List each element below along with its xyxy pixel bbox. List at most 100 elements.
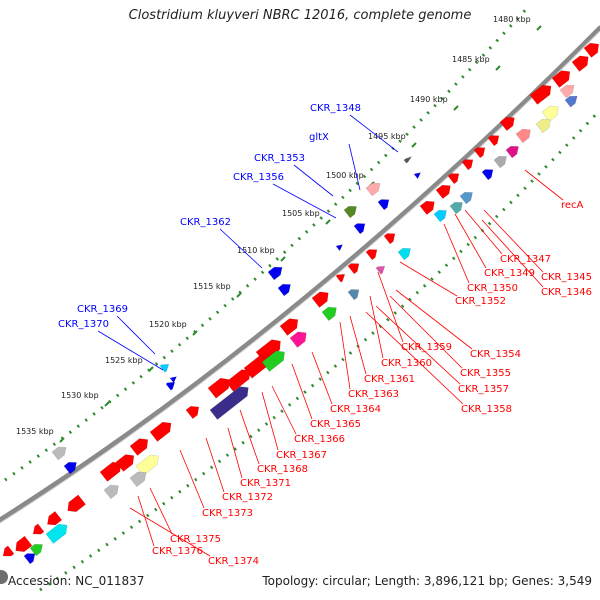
gene-feature[interactable] bbox=[311, 288, 332, 308]
scroll-handle[interactable] bbox=[0, 570, 8, 584]
gene-label-ckr_1352[interactable]: CKR_1352 bbox=[455, 296, 506, 307]
gene-feature[interactable] bbox=[433, 207, 450, 223]
gene-feature[interactable] bbox=[449, 199, 466, 215]
gene-feature[interactable] bbox=[559, 81, 577, 99]
gene-label-ckr_1371[interactable]: CKR_1371 bbox=[240, 478, 291, 489]
gene-feature[interactable] bbox=[515, 125, 534, 144]
gene-feature[interactable] bbox=[169, 374, 178, 384]
gene-feature[interactable] bbox=[481, 166, 496, 181]
gene-feature[interactable] bbox=[115, 451, 138, 472]
gene-feature[interactable] bbox=[493, 153, 510, 169]
gene-feature[interactable] bbox=[564, 93, 580, 108]
gene-label-ckr_1362[interactable]: CKR_1362 bbox=[180, 217, 231, 228]
gene-feature[interactable] bbox=[12, 535, 33, 555]
gene-label-ckr_1375[interactable]: CKR_1375 bbox=[170, 534, 221, 545]
gene-feature[interactable] bbox=[30, 523, 45, 538]
gene-feature[interactable] bbox=[459, 189, 476, 205]
gene-feature[interactable] bbox=[377, 196, 392, 211]
gene-feature[interactable] bbox=[209, 383, 252, 420]
gene-feature[interactable] bbox=[435, 181, 454, 200]
gene-label-ckr_1359[interactable]: CKR_1359 bbox=[401, 342, 452, 353]
gene-feature[interactable] bbox=[583, 39, 600, 58]
gene-feature[interactable] bbox=[413, 170, 422, 180]
leader-line bbox=[524, 169, 564, 201]
gene-label-ckr_1360[interactable]: CKR_1360 bbox=[381, 358, 432, 369]
gene-label-ckr_1376[interactable]: CKR_1376 bbox=[152, 546, 203, 557]
gene-feature[interactable] bbox=[397, 245, 414, 261]
gene-label-gltx[interactable]: gltX bbox=[309, 132, 329, 143]
gene-label-ckr_1365[interactable]: CKR_1365 bbox=[310, 419, 361, 430]
gene-label-ckr_1354[interactable]: CKR_1354 bbox=[470, 349, 521, 360]
gene-feature[interactable] bbox=[279, 315, 302, 336]
gene-feature[interactable] bbox=[473, 144, 488, 159]
gene-feature[interactable] bbox=[347, 286, 362, 301]
gene-label-ckr_1356[interactable]: CKR_1356 bbox=[233, 172, 284, 183]
gene-feature[interactable] bbox=[541, 102, 562, 122]
gene-feature[interactable] bbox=[267, 263, 285, 281]
gene-feature[interactable] bbox=[225, 366, 254, 392]
gene-feature[interactable] bbox=[159, 361, 171, 373]
gene-feature[interactable] bbox=[63, 459, 80, 475]
gene-feature[interactable] bbox=[103, 481, 122, 500]
gene-feature[interactable] bbox=[419, 197, 438, 216]
gene-feature[interactable] bbox=[51, 443, 69, 461]
gene-feature[interactable] bbox=[277, 281, 294, 297]
gene-label-ckr_1367[interactable]: CKR_1367 bbox=[276, 450, 327, 461]
gene-feature[interactable] bbox=[403, 155, 413, 164]
gene-label-ckr_1364[interactable]: CKR_1364 bbox=[330, 404, 381, 415]
gene-feature[interactable] bbox=[44, 510, 63, 528]
gene-label-ckr_1368[interactable]: CKR_1368 bbox=[257, 464, 308, 475]
gene-feature[interactable] bbox=[149, 418, 175, 442]
gene-feature[interactable] bbox=[129, 468, 149, 488]
gene-label-ckr_1350[interactable]: CKR_1350 bbox=[467, 283, 518, 294]
gene-feature[interactable] bbox=[29, 541, 46, 557]
gene-label-ckr_1363[interactable]: CKR_1363 bbox=[348, 389, 399, 400]
gene-feature[interactable] bbox=[487, 132, 502, 147]
gene-feature[interactable] bbox=[535, 115, 554, 134]
gene-feature[interactable] bbox=[23, 550, 38, 565]
gene-feature[interactable] bbox=[343, 203, 360, 219]
gene-label-ckr_1345[interactable]: CKR_1345 bbox=[541, 272, 592, 283]
gene-feature[interactable] bbox=[185, 403, 202, 420]
gene-feature[interactable] bbox=[335, 271, 347, 283]
gene-feature[interactable] bbox=[375, 263, 387, 275]
gene-label-ckr_1355[interactable]: CKR_1355 bbox=[460, 368, 511, 379]
gene-label-ckr_1347[interactable]: CKR_1347 bbox=[500, 254, 551, 265]
gene-feature[interactable] bbox=[571, 52, 592, 72]
gene-label-ckr_1374[interactable]: CKR_1374 bbox=[208, 556, 259, 567]
gene-label-ckr_1349[interactable]: CKR_1349 bbox=[484, 268, 535, 279]
gene-feature[interactable] bbox=[551, 67, 574, 88]
gene-label-ckr_1372[interactable]: CKR_1372 bbox=[222, 492, 273, 503]
gene-feature[interactable] bbox=[335, 242, 344, 252]
gene-label-ckr_1361[interactable]: CKR_1361 bbox=[364, 374, 415, 385]
gene-feature[interactable] bbox=[505, 143, 522, 159]
gene-label-ckr_1369[interactable]: CKR_1369 bbox=[77, 304, 128, 315]
gene-feature[interactable] bbox=[461, 156, 476, 171]
gene-feature[interactable] bbox=[165, 379, 177, 391]
gene-feature[interactable] bbox=[321, 303, 340, 322]
gene-feature[interactable] bbox=[347, 260, 362, 275]
gene-feature[interactable] bbox=[64, 494, 86, 516]
gene-feature[interactable] bbox=[447, 170, 462, 185]
gene-feature[interactable] bbox=[365, 246, 380, 261]
gene-feature[interactable] bbox=[261, 347, 288, 372]
gene-label-ckr_1357[interactable]: CKR_1357 bbox=[458, 384, 509, 395]
gene-label-ckr_1373[interactable]: CKR_1373 bbox=[202, 508, 253, 519]
gene-feature[interactable] bbox=[499, 113, 518, 132]
gene-label-ckr_1370[interactable]: CKR_1370 bbox=[58, 319, 109, 330]
gene-feature[interactable] bbox=[529, 81, 555, 105]
gene-feature[interactable] bbox=[383, 230, 398, 245]
gene-label-reca[interactable]: recA bbox=[561, 200, 584, 211]
gene-label-ckr_1366[interactable]: CKR_1366 bbox=[294, 434, 345, 445]
gene-feature[interactable] bbox=[289, 328, 310, 348]
gene-feature[interactable] bbox=[365, 179, 383, 197]
gene-feature[interactable] bbox=[45, 520, 71, 544]
gene-label-ckr_1346[interactable]: CKR_1346 bbox=[541, 287, 592, 298]
gene-feature[interactable] bbox=[0, 545, 15, 560]
gene-label-ckr_1348[interactable]: CKR_1348 bbox=[310, 103, 361, 114]
gene-label-ckr_1353[interactable]: CKR_1353 bbox=[254, 153, 305, 164]
gene-feature[interactable] bbox=[353, 220, 368, 235]
gene-label-ckr_1358[interactable]: CKR_1358 bbox=[461, 404, 512, 415]
gene-feature[interactable] bbox=[129, 435, 152, 456]
